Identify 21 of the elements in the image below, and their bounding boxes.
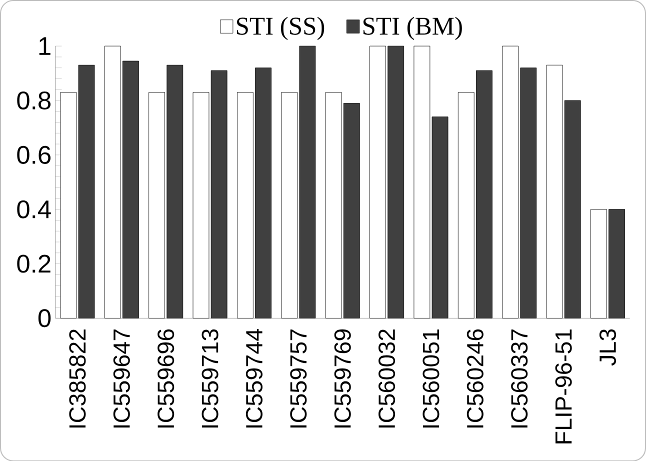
y-tick-label: 0.2 — [17, 254, 50, 273]
x-tick-label: IC560337 — [511, 329, 528, 428]
y-tick-label: 0.4 — [17, 200, 51, 218]
x-tick-label: IC385822 — [69, 329, 86, 428]
x-tick-label: IC559696 — [158, 329, 174, 428]
y-tick-label: 0.6 — [17, 146, 51, 164]
x-tick-label: IC560246 — [466, 329, 484, 428]
x-tick-label: FLIP-96-51 — [555, 329, 572, 444]
x-tick-label: IC560051 — [422, 329, 440, 428]
x-tick-label: IC559713 — [202, 329, 218, 428]
x-tick-label: IC559769 — [334, 329, 351, 428]
x-tick-label: IC560032 — [378, 329, 396, 428]
y-tick-label: 0.8 — [17, 91, 51, 110]
y-tick-label: 0 — [38, 308, 51, 328]
x-tick-label: JL3 — [599, 329, 616, 366]
x-tick-label: IC559757 — [290, 329, 307, 428]
y-tick-label: 1 — [39, 37, 50, 55]
legend-label: STI (BM) — [363, 16, 462, 40]
x-tick-label: IC559647 — [113, 329, 130, 428]
legend-label: STI (SS) — [236, 16, 324, 40]
x-tick-label: IC559744 — [246, 328, 263, 428]
